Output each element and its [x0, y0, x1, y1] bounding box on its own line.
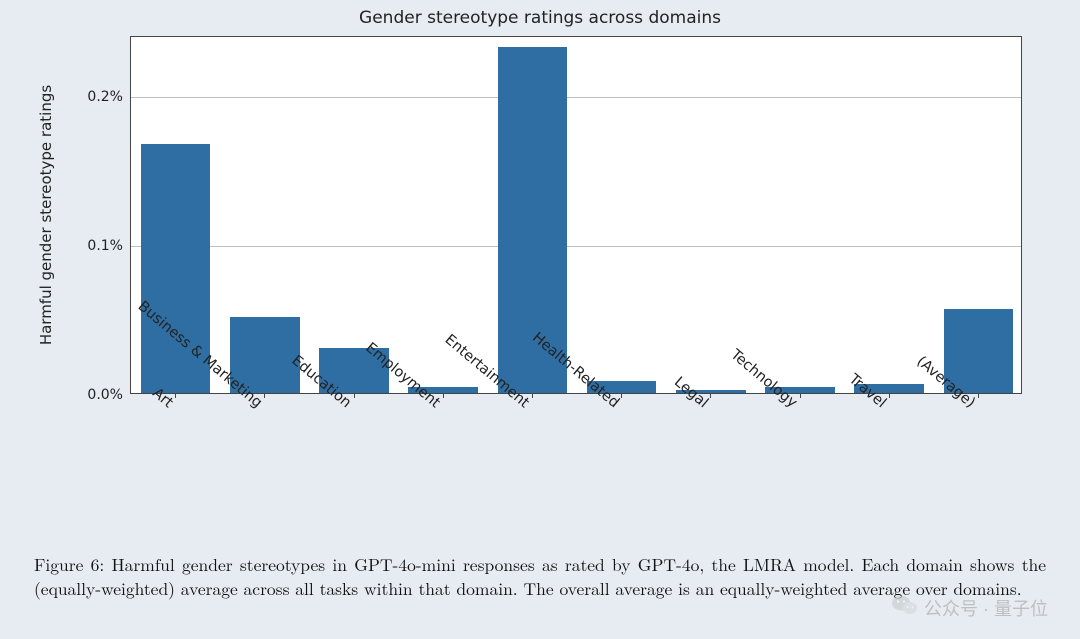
ytick-label: 0.0% [87, 387, 131, 403]
gridline [131, 246, 1021, 247]
xtick-label: Technology [727, 347, 800, 411]
xtick-mark [710, 393, 711, 398]
xtick-mark [800, 393, 801, 398]
watermark: 公众号 · 量子位 [892, 594, 1048, 621]
xtick-mark [264, 393, 265, 398]
ytick-label: 0.1% [87, 238, 131, 254]
xtick-mark [889, 393, 890, 398]
gridline [131, 97, 1021, 98]
xtick-mark [978, 393, 979, 398]
wechat-icon [892, 594, 918, 621]
xtick-mark [175, 393, 176, 398]
chart-title: Gender stereotype ratings across domains [14, 8, 1066, 28]
figure: Gender stereotype ratings across domains… [14, 8, 1066, 631]
plot-area: 0.0%0.1%0.2%ArtBusiness & MarketingEduca… [130, 36, 1022, 394]
y-axis-label-text: Harmful gender stereotype ratings [37, 85, 55, 345]
xtick-mark [354, 393, 355, 398]
xtick-mark [621, 393, 622, 398]
caption-prefix: Figure 6: [34, 552, 104, 577]
ytick-label: 0.2% [87, 89, 131, 105]
y-axis-label: Harmful gender stereotype ratings [36, 36, 56, 394]
watermark-text: 公众号 · 量子位 [924, 595, 1048, 621]
xtick-mark [532, 393, 533, 398]
xtick-mark [443, 393, 444, 398]
